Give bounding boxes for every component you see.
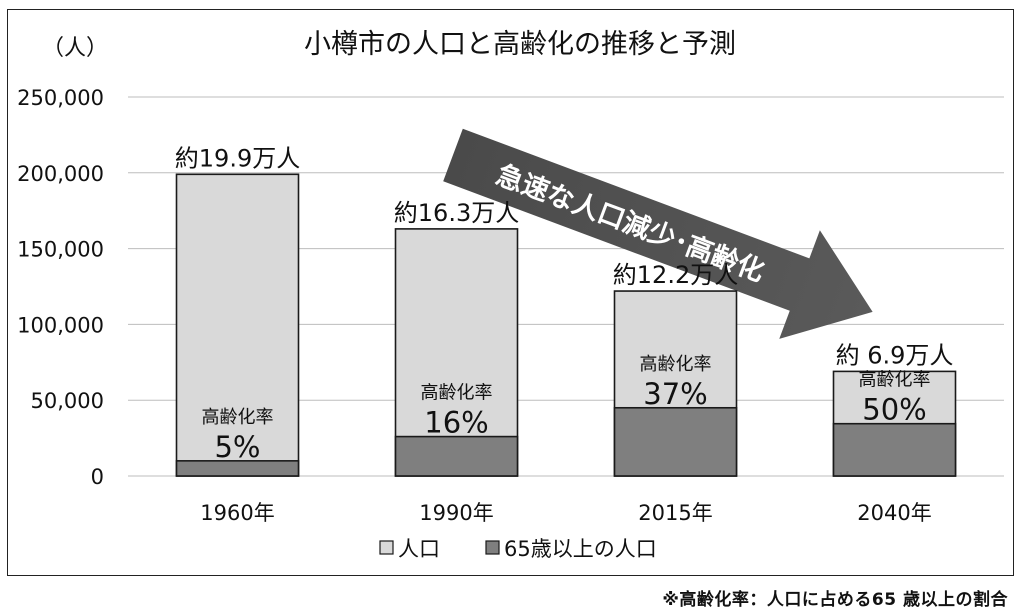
- y-axis-ticks: 0 50,000 100,000 150,000 200,000 250,000: [17, 86, 104, 489]
- bar-total-population: [175, 173, 300, 477]
- chart-title: 小樽市の人口と高齢化の推移と予測: [304, 29, 736, 60]
- total-population-label: 約16.3万人: [394, 199, 519, 227]
- aging-rate-value: 16%: [424, 406, 488, 440]
- x-axis-ticks: 1960年 1990年 2015年 2040年: [200, 501, 931, 525]
- y-tick-label: 0: [91, 465, 104, 489]
- legend-swatch: [379, 540, 394, 555]
- legend-item: 人口: [379, 537, 440, 561]
- y-tick-label: 200,000: [17, 162, 104, 186]
- aging-rate-title: 高齢化率: [202, 407, 274, 428]
- y-axis-unit-label: （人）: [42, 36, 108, 61]
- aging-rate-value: 37%: [643, 377, 707, 411]
- trend-arrow-shape: [443, 128, 873, 339]
- footnote: ※高齢化率：人口に占める65 歳以上の割合: [662, 590, 1008, 610]
- legend-item: 65歳以上の人口: [485, 537, 657, 561]
- bar-senior-population: [175, 460, 300, 477]
- y-tick-label: 100,000: [17, 313, 104, 337]
- total-population-label: 約12.2万人: [613, 261, 738, 289]
- aging-rate-value: 5%: [214, 430, 260, 464]
- legend-swatch: [485, 540, 500, 555]
- bar-labels: 約19.9万人高齢化率5%約16.3万人高齢化率16%約12.2万人高齢化率37…: [175, 144, 954, 464]
- legend-label: 65歳以上の人口: [504, 537, 657, 561]
- aging-rate-title: 高齢化率: [859, 370, 931, 391]
- bar-senior-population: [832, 422, 957, 477]
- y-tick-label: 250,000: [17, 86, 104, 110]
- bars: [175, 173, 957, 477]
- y-tick-label: 150,000: [17, 238, 104, 262]
- x-tick-label: 1960年: [200, 501, 274, 525]
- total-population-label: 約19.9万人: [175, 144, 300, 172]
- aging-rate-title: 高齢化率: [640, 354, 712, 375]
- legend: 人口 65歳以上の人口: [379, 537, 657, 561]
- x-tick-label: 1990年: [419, 501, 493, 525]
- y-tick-label: 50,000: [31, 389, 104, 413]
- aging-rate-title: 高齢化率: [421, 383, 493, 404]
- x-tick-label: 2040年: [857, 501, 931, 525]
- aging-rate-value: 50%: [862, 393, 926, 427]
- chart-frame: [7, 9, 1014, 576]
- legend-label: 人口: [398, 537, 440, 561]
- bar-senior-population: [613, 406, 738, 477]
- total-population-label: 約 6.9万人: [836, 341, 954, 369]
- bar-senior-population: [394, 435, 519, 477]
- x-tick-label: 2015年: [638, 501, 712, 525]
